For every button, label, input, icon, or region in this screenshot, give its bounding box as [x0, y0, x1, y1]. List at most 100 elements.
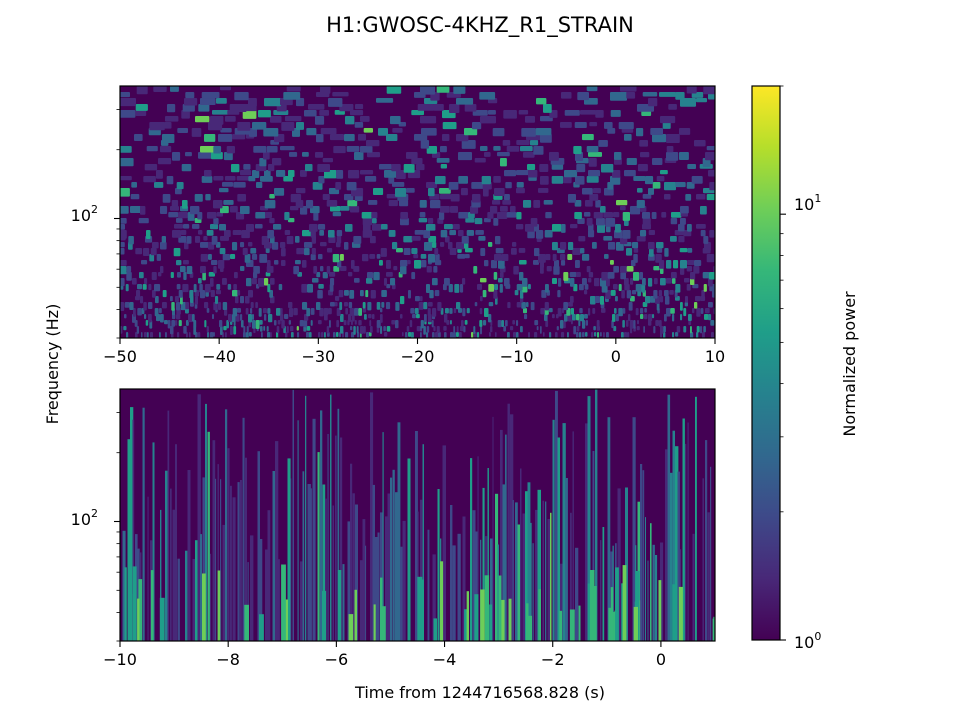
top-heatmap-cell — [652, 134, 667, 143]
bottom-heatmap-streak — [600, 540, 602, 641]
top-heatmap-cell — [528, 284, 531, 290]
top-heatmap-cell — [274, 188, 285, 196]
top-heatmap-cell — [126, 266, 132, 273]
top-heatmap-cell — [380, 326, 383, 334]
top-heatmap-cell — [618, 122, 634, 130]
top-heatmap-cell — [353, 236, 362, 244]
bottom-heatmap-streak — [397, 422, 401, 641]
top-heatmap-cell — [577, 218, 585, 224]
top-heatmap-cell — [540, 266, 544, 274]
top-heatmap-cell — [218, 260, 225, 269]
top-heatmap-cell — [128, 236, 134, 245]
top-heatmap-cell — [200, 266, 206, 274]
bottom-heatmap-streak — [670, 472, 673, 641]
bottom-heatmap-streak — [327, 434, 329, 641]
top-heatmap-cell — [615, 296, 618, 302]
top-heatmap-cell — [426, 146, 437, 154]
top-heatmap-cell — [335, 296, 340, 301]
top-heatmap-cell — [685, 296, 688, 303]
top-heatmap-cell — [237, 122, 251, 131]
top-heatmap-cell — [637, 320, 639, 325]
bottom-heatmap-streak — [475, 531, 478, 641]
top-heatmap-cell — [365, 290, 369, 298]
top-heatmap-cell — [560, 122, 572, 128]
bottom-heatmap-streak — [602, 527, 605, 641]
top-heatmap-cell — [579, 284, 584, 291]
top-heatmap-cell — [379, 260, 383, 266]
top-heatmap-cell — [488, 302, 494, 307]
top-heatmap-cell — [636, 128, 644, 137]
top-heatmap-cell — [666, 152, 679, 161]
bottom-heatmap-streak — [527, 482, 531, 641]
top-heatmap-cell — [176, 182, 184, 190]
top-heatmap-cell — [445, 236, 450, 243]
top-heatmap-cell — [640, 230, 647, 237]
top-heatmap-cell — [302, 302, 308, 310]
top-heatmap-cell — [264, 314, 267, 321]
top-heatmap-cell — [167, 320, 171, 329]
top-heatmap-cell — [272, 242, 279, 250]
top-heatmap-cell — [252, 122, 267, 130]
top-heatmap-cell — [252, 320, 256, 329]
top-heatmap-cell — [213, 302, 218, 311]
top-heatmap-cell — [626, 92, 636, 99]
top-heatmap-cell — [672, 332, 675, 338]
top-heatmap-cell — [621, 332, 624, 338]
top-heatmap-cell — [450, 320, 452, 325]
bottom-heatmap-streak — [532, 543, 534, 641]
top-heatmap-cell — [492, 200, 501, 205]
top-heatmap-cell — [453, 332, 456, 338]
top-heatmap-cell — [255, 212, 266, 219]
top-heatmap-cell — [526, 302, 529, 308]
top-heatmap-cell — [283, 92, 301, 100]
top-heatmap-cell — [353, 326, 356, 335]
top-heatmap-cell — [280, 242, 286, 248]
top-heatmap-cell — [376, 254, 381, 259]
top-heatmap-cell — [596, 320, 600, 329]
top-heatmap-cell — [652, 314, 655, 319]
top-heatmap-cell — [345, 308, 348, 315]
top-heatmap-cell — [171, 302, 175, 311]
top-heatmap-cell — [189, 332, 191, 338]
top-heatmap-cell — [708, 302, 713, 308]
bottom-heatmap-streak — [515, 502, 518, 641]
top-heatmap-cell — [362, 308, 367, 313]
top-heatmap-cell — [443, 326, 447, 331]
top-heatmap-cell — [640, 152, 650, 158]
top-heatmap-cell — [278, 284, 283, 291]
bottom-heatmap-bright-streak — [433, 618, 437, 641]
top-heatmap-cell — [620, 266, 628, 273]
top-heatmap-cell — [621, 290, 625, 299]
top-heatmap-cell — [312, 182, 323, 190]
top-heatmap-cell — [595, 296, 600, 303]
top-heatmap-cell — [564, 314, 568, 322]
bottom-heatmap-streak — [240, 480, 242, 641]
top-heatmap-cell — [185, 152, 192, 157]
bottom-heatmap-streak — [587, 396, 591, 641]
top-x-tick-label: −10 — [500, 347, 534, 366]
bottom-heatmap-cells — [122, 389, 715, 641]
top-heatmap-cell — [384, 332, 388, 337]
top-heatmap-cell — [489, 332, 491, 337]
top-heatmap-cell — [172, 314, 176, 320]
bottom-heatmap-streak — [325, 498, 327, 641]
top-heatmap-cell — [316, 302, 321, 310]
top-heatmap-cell — [497, 212, 508, 219]
top-heatmap-cell — [213, 266, 217, 274]
top-heatmap-cell — [370, 290, 376, 299]
top-heatmap-cell — [593, 212, 603, 219]
top-heatmap-cell — [348, 314, 352, 322]
top-heatmap-cell — [640, 314, 644, 319]
top-heatmap-cell — [220, 326, 223, 335]
top-heatmap-cell — [120, 176, 132, 181]
top-heatmap-cell — [563, 320, 566, 329]
top-heatmap-cell — [546, 266, 552, 272]
top-heatmap-cell — [191, 128, 202, 137]
top-heatmap-cell — [120, 92, 130, 98]
bottom-heatmap-streak — [202, 477, 205, 641]
bottom-heatmap-streak — [215, 478, 217, 641]
top-heatmap-cell — [616, 242, 624, 251]
top-heatmap-cell — [322, 194, 330, 200]
top-x-tick-label: −40 — [202, 347, 236, 366]
top-heatmap-cell — [160, 242, 167, 250]
